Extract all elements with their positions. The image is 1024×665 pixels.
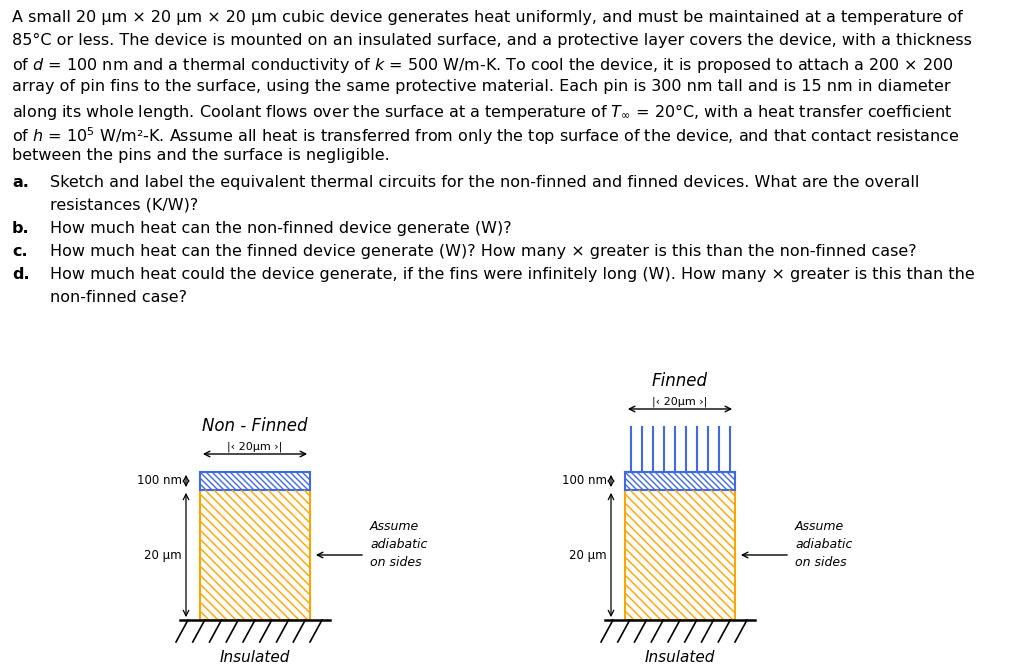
Bar	[625, 472, 735, 490]
Text: d.: d.	[12, 267, 30, 282]
Text: How much heat can the non-finned device generate (W)?: How much heat can the non-finned device …	[50, 221, 512, 236]
Text: How much heat can the finned device generate (W)? How many × greater is this tha: How much heat can the finned device gene…	[50, 244, 916, 259]
Text: Assume
adiabatic
on sides: Assume adiabatic on sides	[795, 521, 852, 569]
Bar	[200, 472, 310, 490]
Bar	[200, 490, 310, 620]
Text: of $h$ = 10$^5$ W/m²-K. Assume all heat is transferred from only the top surface: of $h$ = 10$^5$ W/m²-K. Assume all heat …	[12, 125, 959, 147]
Bar	[625, 490, 735, 620]
Text: Assume
adiabatic
on sides: Assume adiabatic on sides	[370, 521, 427, 569]
Text: |‹ 20μm ›|: |‹ 20μm ›|	[652, 396, 708, 407]
Text: resistances (K/W)?: resistances (K/W)?	[50, 198, 199, 213]
Text: b.: b.	[12, 221, 30, 236]
Text: along its whole length. Coolant flows over the surface at a temperature of $T_\i: along its whole length. Coolant flows ov…	[12, 102, 952, 122]
Text: a.: a.	[12, 175, 29, 190]
Text: Insulated: Insulated	[220, 650, 290, 665]
Text: Non - Finned: Non - Finned	[203, 417, 308, 435]
Text: of $d$ = 100 nm and a thermal conductivity of $k$ = 500 W/m-K. To cool the devic: of $d$ = 100 nm and a thermal conductivi…	[12, 56, 953, 75]
Text: Sketch and label the equivalent thermal circuits for the non-finned and finned d: Sketch and label the equivalent thermal …	[50, 175, 920, 190]
Text: array of pin fins to the surface, using the same protective material. Each pin i: array of pin fins to the surface, using …	[12, 79, 950, 94]
Text: 85°C or less. The device is mounted on an insulated surface, and a protective la: 85°C or less. The device is mounted on a…	[12, 33, 972, 48]
Text: Insulated: Insulated	[645, 650, 715, 665]
Text: 20 μm: 20 μm	[569, 549, 607, 561]
Text: |‹ 20μm ›|: |‹ 20μm ›|	[227, 442, 283, 452]
Text: 100 nm: 100 nm	[137, 475, 182, 487]
Text: c.: c.	[12, 244, 28, 259]
Text: A small 20 μm × 20 μm × 20 μm cubic device generates heat uniformly, and must be: A small 20 μm × 20 μm × 20 μm cubic devi…	[12, 10, 963, 25]
Text: How much heat could the device generate, if the fins were infinitely long (W). H: How much heat could the device generate,…	[50, 267, 975, 282]
Text: 20 μm: 20 μm	[144, 549, 182, 561]
Text: between the pins and the surface is negligible.: between the pins and the surface is negl…	[12, 148, 390, 163]
Text: Finned: Finned	[652, 372, 708, 390]
Text: 100 nm: 100 nm	[562, 475, 607, 487]
Text: non-finned case?: non-finned case?	[50, 290, 187, 305]
